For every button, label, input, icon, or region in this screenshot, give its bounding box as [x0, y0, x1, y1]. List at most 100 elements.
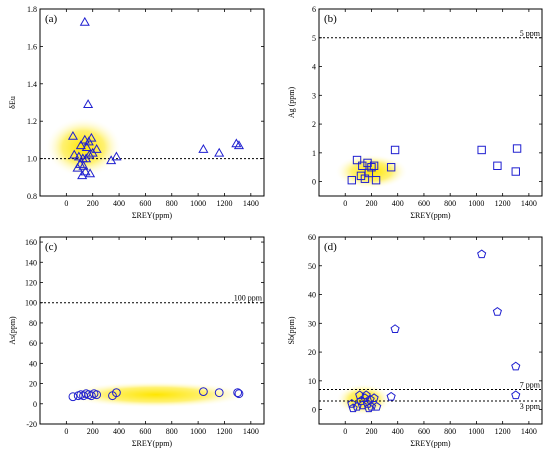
x-tick-label: 0 [343, 427, 347, 436]
data-point [369, 393, 379, 403]
data-point [84, 149, 95, 159]
x-tick-label: 1400 [243, 199, 259, 208]
data-point [493, 161, 502, 170]
x-tick-label: 0 [64, 199, 68, 208]
data-point [111, 151, 122, 161]
data-point [347, 175, 356, 185]
data-point [362, 399, 373, 408]
data-point [68, 392, 78, 402]
y-tick-label: 4 [312, 63, 316, 72]
x-tick-label: 400 [392, 199, 404, 208]
x-tick-label: 1200 [495, 199, 511, 208]
data-point [372, 401, 382, 411]
y-tick-label: 5 [312, 34, 316, 43]
y-tick-label: 60 [29, 339, 37, 348]
x-tick-label: 600 [139, 199, 151, 208]
panel-label: (b) [324, 13, 337, 25]
panel-label: (a) [45, 13, 58, 25]
y-axis-title: Ag (ppm) [287, 87, 296, 119]
reference-line-label: 7 ppm [520, 380, 541, 389]
data-point [91, 144, 102, 153]
reference-line-label: 3 ppm [520, 402, 541, 411]
data-point [390, 145, 400, 155]
x-tick-label: 600 [418, 199, 430, 208]
data-point [352, 155, 362, 165]
highlight-region [336, 383, 392, 416]
data-point [214, 388, 224, 398]
data-point [87, 147, 98, 157]
x-tick-label: 1000 [190, 427, 206, 436]
data-point [364, 168, 374, 178]
data-point [233, 388, 243, 398]
x-tick-label: 800 [166, 427, 178, 436]
data-point [214, 147, 225, 157]
data-point [81, 142, 92, 152]
data-point [78, 160, 89, 170]
y-tick-label: 20 [29, 380, 37, 389]
y-tick-label: -20 [26, 420, 37, 429]
plot-frame [39, 236, 265, 425]
y-tick-label: 50 [308, 262, 316, 271]
data-point [73, 151, 84, 161]
panel-b: 0 200 400 600 800 1000 1200 1400 0 1 2 3 4 5 6 ΣREY(ppm… [287, 5, 543, 220]
data-point [511, 390, 521, 400]
panel-d: 0 200 400 600 800 1000 1200 1400 0 10 20 30 40 50 60 ΣR… [287, 233, 543, 448]
x-tick-label: 800 [166, 199, 178, 208]
data-point [364, 403, 374, 413]
x-tick-label: 1400 [243, 427, 259, 436]
panel-c: 0 200 400 600 800 1000 1200 1400 -20 0 20 40 60 80 100… [8, 236, 265, 448]
data-point [234, 389, 244, 399]
y-tick-label: 160 [25, 238, 37, 247]
data-point [69, 149, 80, 159]
y-tick-label: 120 [25, 278, 37, 287]
x-tick-label: 400 [113, 427, 125, 436]
y-tick-label: 60 [308, 233, 316, 242]
data-point [512, 144, 522, 153]
data-point [477, 145, 486, 155]
x-tick-label: 1200 [216, 199, 232, 208]
data-point [356, 396, 366, 405]
data-point [511, 167, 520, 176]
y-tick-label: 80 [29, 319, 37, 328]
panel-label: (c) [45, 241, 58, 253]
y-tick-label: 6 [312, 5, 316, 14]
y-tick-label: 10 [308, 377, 316, 386]
data-point [233, 140, 245, 150]
data-point [358, 161, 367, 170]
y-axis-title: δEu [8, 96, 17, 109]
data-point [75, 140, 86, 150]
data-point [198, 387, 208, 397]
y-tick-label: 40 [29, 359, 37, 368]
y-axis-title: As(ppm) [8, 316, 17, 345]
y-tick-label: 140 [25, 258, 37, 267]
data-point [348, 403, 358, 413]
panel-label: (d) [324, 241, 337, 253]
data-point [83, 99, 94, 109]
data-point [198, 144, 209, 153]
x-tick-label: 600 [418, 427, 430, 436]
x-axis-title: ΣREY(ppm) [410, 211, 451, 220]
data-point [371, 175, 381, 185]
x-tick-label: 800 [444, 199, 456, 208]
y-tick-label: 1 [312, 149, 316, 158]
x-tick-label: 200 [87, 199, 99, 208]
x-tick-label: 400 [392, 427, 404, 436]
x-tick-label: 1000 [468, 427, 484, 436]
plot-frame [39, 8, 265, 197]
y-tick-label: 1.4 [27, 80, 37, 89]
plot-frame [318, 8, 543, 197]
x-axis-title: ΣREY(ppm) [132, 211, 173, 220]
y-tick-label: 1.0 [27, 155, 37, 164]
data-point [72, 162, 83, 172]
y-tick-label: 1.6 [27, 42, 37, 51]
x-tick-label: 1200 [495, 427, 511, 436]
y-tick-label: 0 [312, 178, 316, 187]
y-tick-label: 0.8 [27, 192, 37, 201]
y-tick-label: 40 [308, 291, 316, 300]
data-point [92, 390, 102, 400]
reference-line-label: 100 ppm [234, 294, 263, 303]
y-tick-label: 1.2 [27, 117, 37, 126]
x-tick-label: 1400 [521, 199, 537, 208]
y-tick-label: 2 [312, 120, 316, 129]
data-point [85, 168, 96, 178]
